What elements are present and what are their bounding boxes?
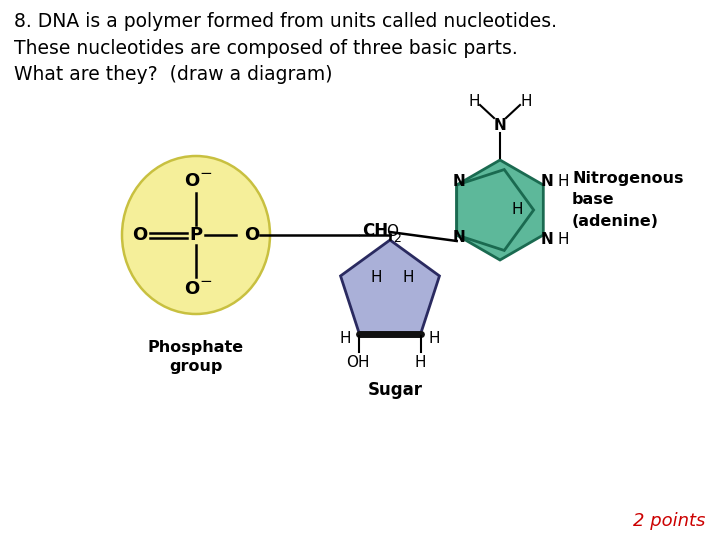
- Text: −: −: [199, 273, 212, 288]
- Polygon shape: [341, 240, 439, 334]
- Polygon shape: [456, 170, 534, 251]
- Polygon shape: [456, 160, 544, 260]
- Text: 2 points: 2 points: [633, 512, 705, 530]
- Text: H: H: [557, 173, 569, 188]
- Text: Sugar: Sugar: [367, 381, 423, 399]
- Text: P: P: [189, 226, 202, 244]
- Text: −: −: [199, 165, 212, 180]
- Text: H: H: [370, 271, 382, 286]
- Text: 2: 2: [393, 232, 401, 245]
- Text: O: O: [184, 172, 199, 190]
- Text: H: H: [429, 330, 441, 346]
- Text: N: N: [541, 232, 554, 246]
- Text: N: N: [452, 174, 465, 190]
- Text: N: N: [452, 231, 465, 246]
- Text: H: H: [402, 271, 414, 286]
- Text: H: H: [512, 202, 523, 218]
- Text: O: O: [386, 225, 398, 240]
- Text: O: O: [244, 226, 260, 244]
- Text: H: H: [340, 330, 351, 346]
- Text: N: N: [541, 173, 554, 188]
- Text: Phosphate
group: Phosphate group: [148, 340, 244, 374]
- Text: H: H: [557, 232, 569, 246]
- Text: H: H: [521, 93, 532, 109]
- Ellipse shape: [122, 156, 270, 314]
- Text: 8. DNA is a polymer formed from units called nucleotides.
These nucleotides are : 8. DNA is a polymer formed from units ca…: [14, 12, 557, 84]
- Text: Nitrogenous
base
(adenine): Nitrogenous base (adenine): [572, 172, 683, 228]
- Text: CH: CH: [362, 222, 388, 240]
- Text: H: H: [415, 355, 426, 369]
- Text: O: O: [132, 226, 148, 244]
- Text: H: H: [468, 93, 480, 109]
- Text: O: O: [184, 280, 199, 298]
- Text: N: N: [494, 118, 506, 132]
- Text: OH: OH: [346, 355, 369, 369]
